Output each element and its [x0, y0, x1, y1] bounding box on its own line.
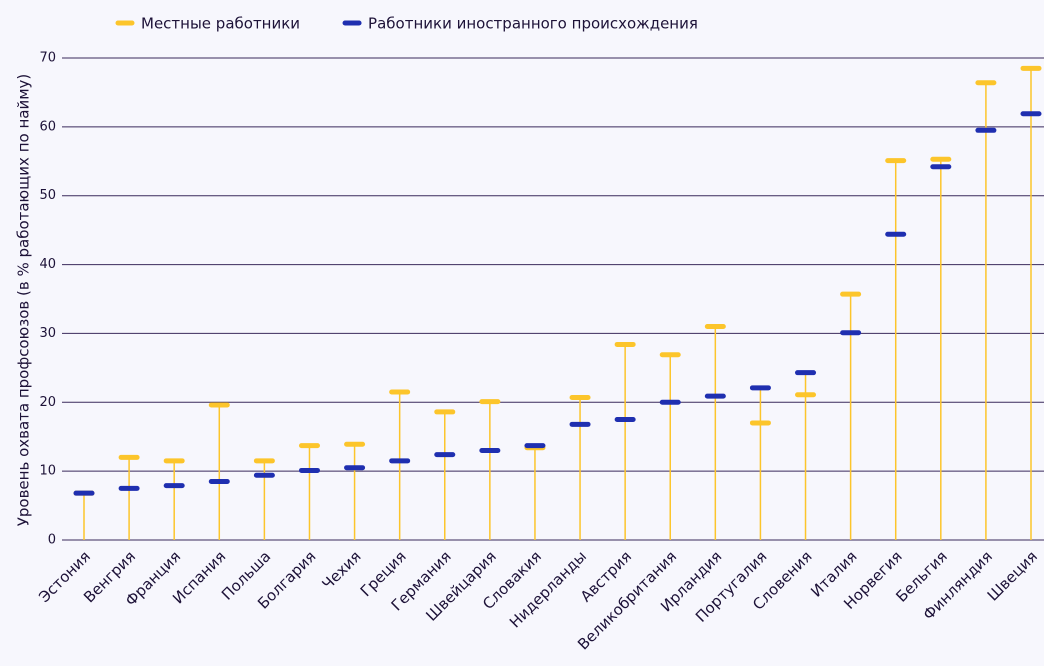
y-tick-label: 20 [39, 395, 56, 410]
legend-label: Местные работники [141, 15, 300, 33]
y-tick-label: 30 [39, 326, 56, 341]
y-axis-label: Уровень охвата профсоюзов (в % работающи… [15, 74, 33, 527]
y-tick-label: 70 [39, 51, 56, 66]
y-tick-label: 10 [39, 464, 56, 479]
y-tick-label: 0 [48, 533, 56, 548]
y-tick-label: 60 [39, 119, 56, 134]
x-tick-label: Швеция [984, 547, 1041, 604]
y-tick-label: 50 [39, 188, 56, 203]
legend-label: Работники иностранного происхождения [368, 15, 698, 33]
y-tick-label: 40 [39, 257, 56, 272]
